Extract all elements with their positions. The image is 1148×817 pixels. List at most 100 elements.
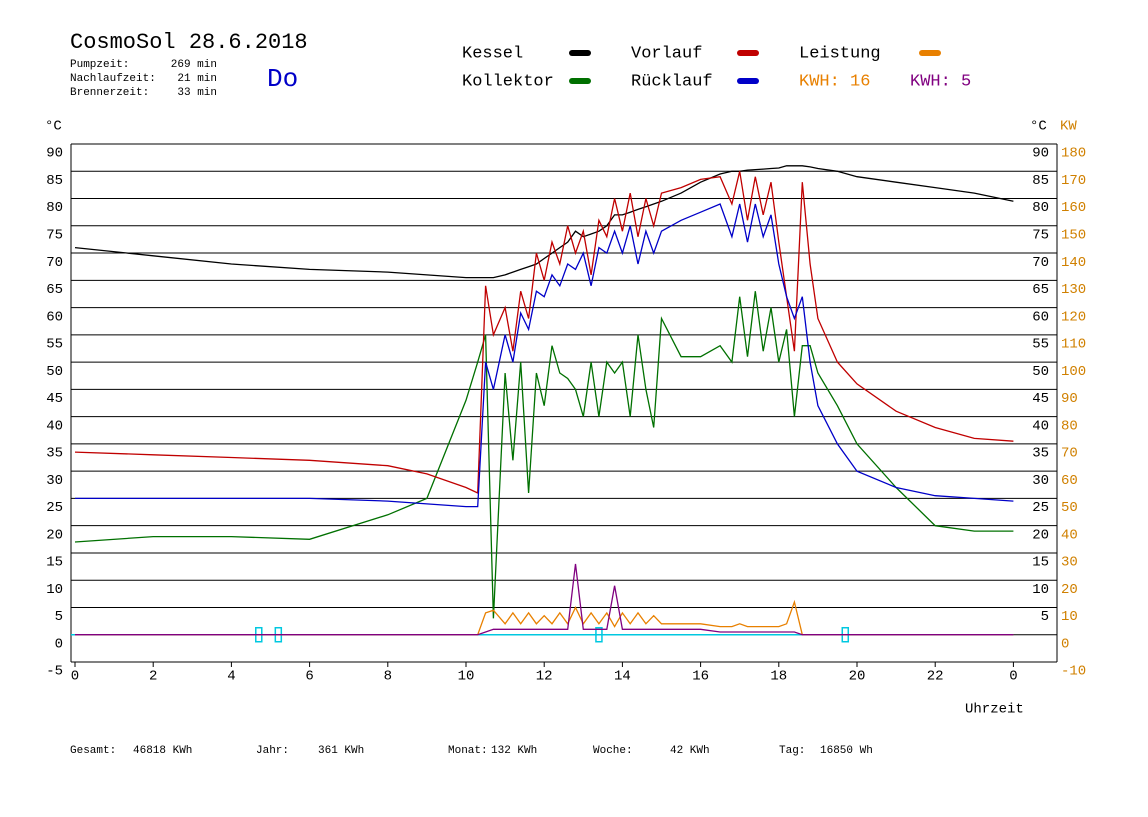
y-tick-label: 85 [46, 173, 63, 189]
series-line [74, 291, 1014, 619]
x-tick-label: 4 [227, 669, 235, 685]
series-line [74, 165, 1014, 279]
y-tick-label: 40 [46, 418, 63, 434]
y-tick-label: 80 [46, 200, 63, 216]
y-tick-label: 35 [46, 446, 63, 462]
x-tick-label: 22 [927, 669, 944, 685]
y-tick-label-right: 75 [1032, 227, 1049, 243]
y2-tick-label: 140 [1061, 255, 1086, 271]
y-tick-label: 50 [46, 364, 63, 380]
x-axis-label: Uhrzeit [965, 702, 1024, 718]
series-line [75, 203, 1014, 508]
legend-label: Vorlauf [631, 44, 702, 63]
legend-label: Kessel [462, 44, 523, 63]
total-label: Tag: [779, 745, 805, 757]
x-tick-label: 12 [536, 669, 553, 685]
y2-tick-label: 130 [1061, 282, 1086, 298]
chart-title: CosmoSol 28.6.2018 [70, 30, 308, 55]
total-value: 132 KWh [491, 745, 537, 757]
info-label: Pumpzeit: [70, 59, 129, 71]
x-tick-label: 2 [149, 669, 157, 685]
y2-tick-label: 10 [1061, 609, 1078, 625]
series-line [75, 599, 1014, 636]
x-tick-label: 20 [849, 669, 866, 685]
y-tick-label: 15 [46, 555, 63, 571]
x-tick-label: 0 [71, 669, 79, 685]
y2-tick-label: 40 [1061, 527, 1078, 543]
y-tick-label-right: 35 [1032, 446, 1049, 462]
info-label: Nachlaufzeit: [70, 73, 156, 85]
y-tick-label: 45 [46, 391, 63, 407]
y-tick-label-right: 90 [1032, 146, 1049, 162]
info-value: 21 min [177, 73, 217, 85]
legend-label: Rücklauf [631, 72, 713, 91]
y2-tick-label: 110 [1061, 337, 1086, 353]
y-tick-label: 65 [46, 282, 63, 298]
y-tick-label-right: 40 [1032, 418, 1049, 434]
total-value: 16850 Wh [820, 745, 873, 757]
y2-tick-label: 160 [1061, 200, 1086, 216]
y-tick-label-right: 70 [1032, 255, 1049, 271]
y-tick-label: -5 [46, 664, 63, 680]
y-tick-label-right: 65 [1032, 282, 1049, 298]
y-tick-label: 90 [46, 146, 63, 162]
total-value: 46818 KWh [133, 745, 192, 757]
total-value: 361 KWh [318, 745, 364, 757]
y2-tick-label: 90 [1061, 391, 1078, 407]
info-label: Brennerzeit: [70, 87, 149, 99]
y-tick-label-right: 25 [1032, 500, 1049, 516]
y-tick-label: 0 [55, 636, 63, 652]
legend-label: Kollektor [462, 72, 554, 91]
x-tick-label: 18 [770, 669, 787, 685]
weekday: Do [267, 64, 298, 94]
y-tick-label: 30 [46, 473, 63, 489]
y-axis-label-right: °C [1030, 119, 1047, 135]
total-label: Woche: [593, 745, 633, 757]
kwh-label: KWH: 5 [910, 72, 971, 91]
y-tick-label-right: 5 [1041, 609, 1049, 625]
y-tick-label: 55 [46, 337, 63, 353]
y-tick-label: 20 [46, 527, 63, 543]
y-tick-label: 25 [46, 500, 63, 516]
y-tick-label-right: 50 [1032, 364, 1049, 380]
y2-tick-label: 80 [1061, 418, 1078, 434]
series-line [75, 563, 1014, 636]
y-tick-label-right: 20 [1032, 527, 1049, 543]
total-value: 42 KWh [670, 745, 710, 757]
y2-tick-label: 60 [1061, 473, 1078, 489]
series-line [74, 171, 1014, 495]
y2-tick-label: 70 [1061, 446, 1078, 462]
y2-tick-label: 150 [1061, 227, 1086, 243]
y-tick-label: 70 [46, 255, 63, 271]
y-tick-label-right: 15 [1032, 555, 1049, 571]
info-value: 33 min [177, 87, 217, 99]
y-tick-label: 60 [46, 309, 63, 325]
y2-tick-label: 170 [1061, 173, 1086, 189]
y2-tick-label: 20 [1061, 582, 1078, 598]
y2-tick-label: 50 [1061, 500, 1078, 516]
x-tick-label: 10 [458, 669, 475, 685]
y2-tick-label: 120 [1061, 309, 1086, 325]
y-tick-label: 10 [46, 582, 63, 598]
y-tick-label-right: 85 [1032, 173, 1049, 189]
legend-label: Leistung [799, 44, 881, 63]
y-tick-label-right: 45 [1032, 391, 1049, 407]
pulse [595, 626, 603, 643]
y2-tick-label: 0 [1061, 636, 1069, 652]
info-value: 269 min [171, 59, 217, 71]
y2-tick-label: 30 [1061, 555, 1078, 571]
y-axis-label: °C [45, 119, 62, 135]
x-tick-label: 6 [305, 669, 313, 685]
total-label: Monat: [448, 745, 488, 757]
y2-axis-label: KW [1060, 119, 1077, 135]
y2-tick-label: 100 [1061, 364, 1086, 380]
total-label: Gesamt: [70, 745, 116, 757]
x-tick-label: 8 [384, 669, 392, 685]
y-tick-label: 5 [55, 609, 63, 625]
y-tick-label: 75 [46, 227, 63, 243]
y-tick-label-right: 55 [1032, 337, 1049, 353]
y-tick-label-right: 60 [1032, 309, 1049, 325]
y-tick-label-right: 30 [1032, 473, 1049, 489]
x-tick-label: 0 [1009, 669, 1017, 685]
